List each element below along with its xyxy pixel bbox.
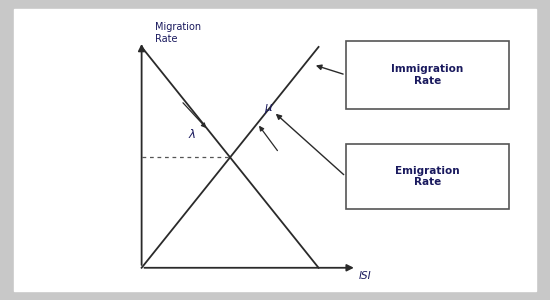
Text: λ: λ xyxy=(189,128,195,141)
Text: Migration
Rate: Migration Rate xyxy=(155,22,201,44)
Text: Immigration
Rate: Immigration Rate xyxy=(391,64,464,86)
FancyBboxPatch shape xyxy=(346,144,509,209)
Text: Emigration
Rate: Emigration Rate xyxy=(395,166,460,187)
Text: μ: μ xyxy=(265,101,272,114)
FancyBboxPatch shape xyxy=(346,41,509,109)
Text: ISI: ISI xyxy=(359,271,371,281)
FancyBboxPatch shape xyxy=(14,9,536,291)
